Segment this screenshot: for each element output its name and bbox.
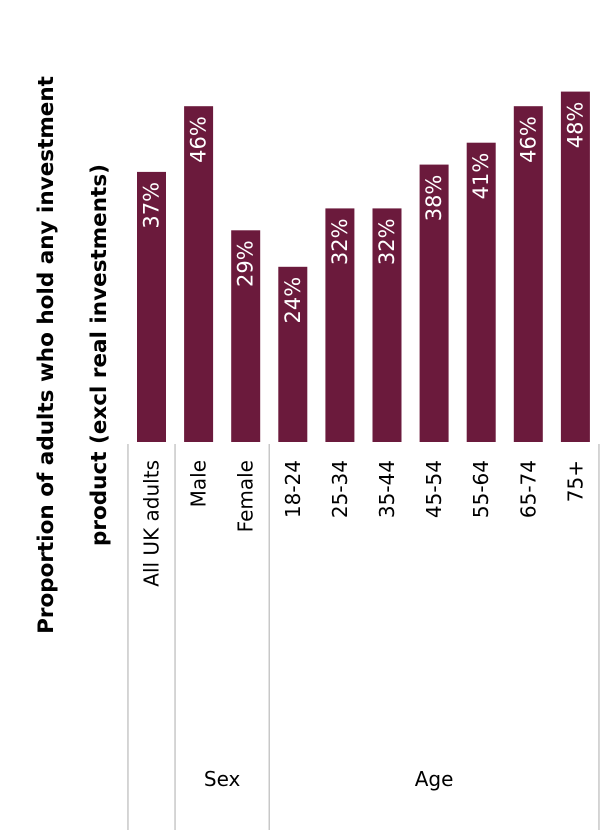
bar-75 xyxy=(560,91,590,442)
y-axis-title-line-2: product (excl real investments) xyxy=(87,164,112,546)
bar-25-34 xyxy=(325,208,355,442)
category-label-female: Female xyxy=(234,460,258,532)
bar-65-74 xyxy=(513,106,543,442)
bar-value-label: 41% xyxy=(469,153,493,200)
bar-value-label: 37% xyxy=(140,182,164,229)
category-label-45-54: 45-54 xyxy=(422,460,446,518)
category-label-65-74: 65-74 xyxy=(516,460,540,518)
bar-value-label: 48% xyxy=(563,102,587,149)
category-label-male: Male xyxy=(187,460,211,507)
group-dividers xyxy=(127,444,600,830)
bar-55-64 xyxy=(466,142,496,442)
bar-35-44 xyxy=(372,208,402,442)
group-label-age: Age xyxy=(415,767,454,791)
bar-value-label: 38% xyxy=(422,175,446,222)
bar-value-label: 24% xyxy=(281,277,305,324)
group-label-sex: Sex xyxy=(204,767,241,791)
bar-value-label: 46% xyxy=(516,116,540,163)
bar-value-label: 32% xyxy=(375,218,399,265)
y-axis-title-line-1: Proportion of adults who hold any invest… xyxy=(34,76,59,634)
bar-male xyxy=(184,106,214,442)
bar-45-54 xyxy=(419,164,449,442)
bar-value-label: 29% xyxy=(234,240,258,287)
bar-female xyxy=(231,230,261,442)
bar-18-24 xyxy=(278,266,308,442)
category-label-55-64: 55-64 xyxy=(469,460,493,518)
bar-value-label: 32% xyxy=(328,218,352,265)
category-label-all-uk-adults: All UK adults xyxy=(140,460,164,587)
bar-all-uk-adults xyxy=(137,171,166,442)
category-label-25-34: 25-34 xyxy=(328,460,352,518)
category-label-18-24: 18-24 xyxy=(281,460,305,518)
bar-value-label: 46% xyxy=(187,116,211,163)
bars-group: 37% 46% 29% 24% 32% 32% 38% 41% 46% 48% xyxy=(137,91,590,442)
group-labels-group: Sex Age xyxy=(204,767,454,791)
category-labels-group: All UK adults Male Female 18-24 25-34 35-44 45… xyxy=(140,460,588,587)
category-label-35-44: 35-44 xyxy=(375,460,399,518)
category-label-75: 75+ xyxy=(563,460,587,502)
